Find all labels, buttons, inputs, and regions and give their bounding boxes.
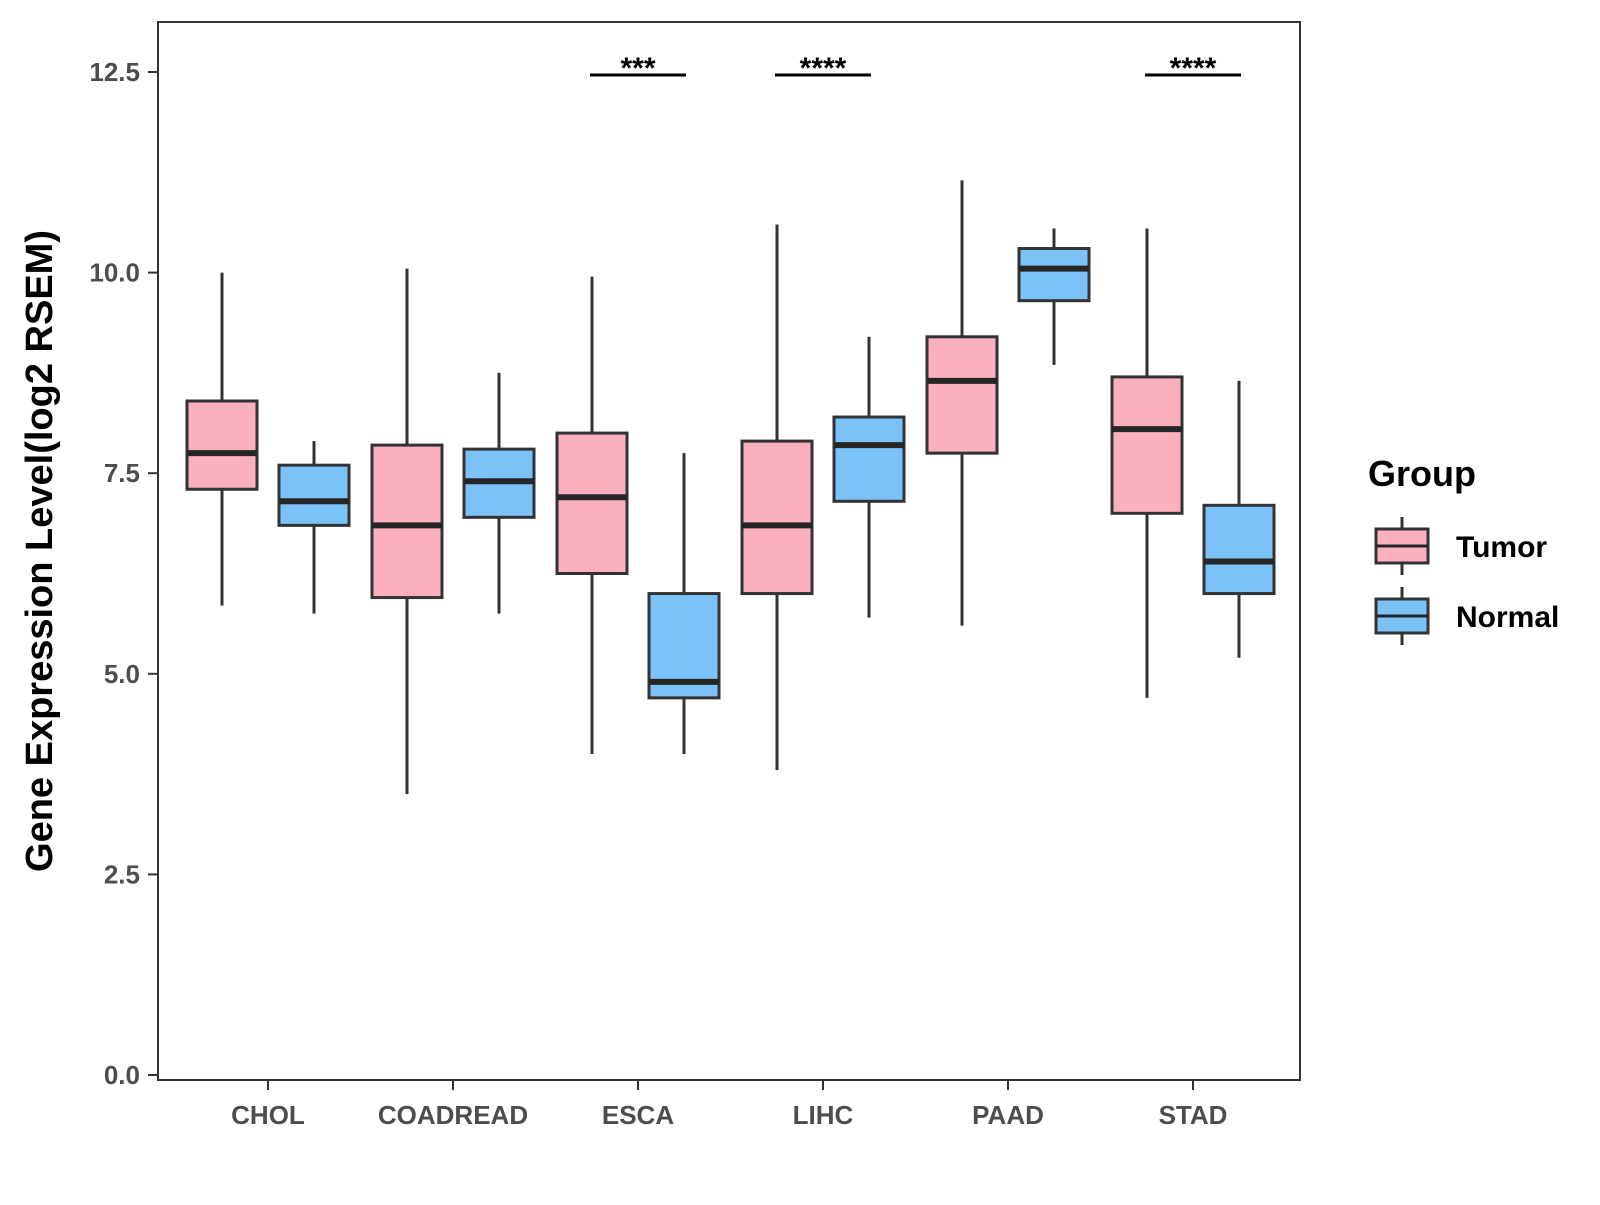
box-normal-coadread bbox=[462, 372, 536, 614]
box-iqr bbox=[277, 463, 351, 527]
legend: Group Tumor Normal bbox=[1368, 453, 1559, 645]
x-tick-label-chol: CHOL bbox=[231, 1100, 305, 1130]
box-normal-paad bbox=[1017, 228, 1091, 365]
y-tick-label: 7.5 bbox=[104, 458, 140, 488]
box-iqr bbox=[185, 399, 259, 491]
x-axis: CHOL COADREAD ESCA LIHC PAAD STAD bbox=[231, 1080, 1227, 1130]
x-tick-label-esca: ESCA bbox=[602, 1100, 674, 1130]
y-tick-label: 5.0 bbox=[104, 659, 140, 689]
box-iqr bbox=[832, 415, 906, 503]
y-tick-label: 2.5 bbox=[104, 859, 140, 889]
box-normal-esca bbox=[647, 453, 721, 755]
y-tick-label: 0.0 bbox=[104, 1060, 140, 1090]
legend-entry-normal: Normal bbox=[1374, 587, 1559, 645]
box-iqr bbox=[370, 443, 444, 600]
significance-annotations: *** **** **** bbox=[590, 52, 1241, 85]
legend-label-tumor: Tumor bbox=[1456, 531, 1547, 564]
plot-panel bbox=[157, 21, 1301, 1081]
box-tumor-stad bbox=[1110, 228, 1184, 698]
y-tick-label: 12.5 bbox=[89, 57, 140, 87]
box-iqr bbox=[1017, 247, 1091, 303]
box-tumor-coadread bbox=[370, 268, 444, 795]
legend-label-normal: Normal bbox=[1456, 601, 1559, 634]
box-tumor-paad bbox=[925, 180, 999, 626]
box-tumor-esca bbox=[555, 276, 629, 755]
significance-label-stad: **** bbox=[1170, 52, 1217, 85]
significance-label-lihc: **** bbox=[800, 52, 847, 85]
x-tick-label-lihc: LIHC bbox=[793, 1100, 854, 1130]
box-iqr bbox=[925, 335, 999, 455]
y-axis: 0.0 2.5 5.0 7.5 10.0 12.5 bbox=[89, 57, 158, 1090]
significance-label-esca: *** bbox=[620, 52, 655, 85]
legend-entry-tumor: Tumor bbox=[1374, 517, 1547, 575]
x-tick-label-paad: PAAD bbox=[972, 1100, 1044, 1130]
box-normal-lihc bbox=[832, 336, 906, 618]
box-iqr bbox=[740, 439, 814, 596]
boxes-layer bbox=[185, 180, 1276, 795]
y-axis-title: Gene Expression Level(log2 RSEM) bbox=[19, 230, 61, 872]
box-tumor-chol bbox=[185, 272, 259, 606]
box-normal-chol bbox=[277, 441, 351, 614]
box-tumor-lihc bbox=[740, 224, 814, 771]
x-tick-label-coadread: COADREAD bbox=[378, 1100, 528, 1130]
box-iqr bbox=[1110, 375, 1184, 515]
x-tick-label-stad: STAD bbox=[1159, 1100, 1228, 1130]
box-iqr bbox=[555, 431, 629, 575]
box-iqr bbox=[1202, 503, 1276, 596]
box-normal-stad bbox=[1202, 380, 1276, 658]
y-tick-label: 10.0 bbox=[89, 258, 140, 288]
legend-title: Group bbox=[1368, 453, 1476, 494]
